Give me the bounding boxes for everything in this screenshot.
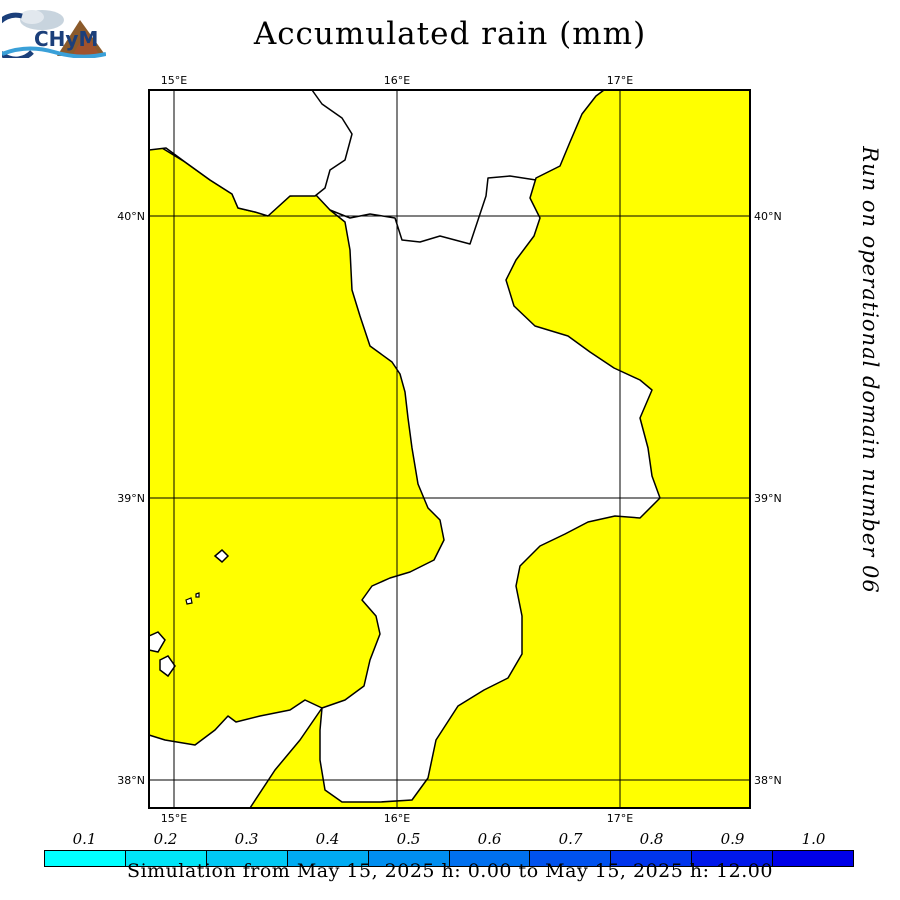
lat-label-left: 39°N [117, 492, 145, 505]
legend-label: 0.1 [72, 830, 97, 848]
legend-label: 1.0 [801, 830, 826, 848]
legend-label: 0.9 [720, 830, 745, 848]
legend-swatch [125, 851, 207, 866]
legend-label: 0.2 [153, 830, 178, 848]
island [195, 592, 200, 598]
legend-swatch [368, 851, 450, 866]
island [185, 597, 193, 605]
lat-label-right: 38°N [754, 774, 782, 787]
legend-swatch [530, 851, 612, 866]
lon-label-bottom: 17°E [607, 812, 633, 825]
legend-swatch [611, 851, 693, 866]
legend-label: 0.6 [477, 830, 502, 848]
legend-swatch [287, 851, 369, 866]
logo-text: CHyM [34, 27, 98, 51]
legend-swatch [773, 851, 854, 866]
map-frame [148, 89, 751, 809]
legend-labels: 0.1 0.2 0.3 0.4 0.5 0.6 0.7 0.8 0.9 1.0 [44, 830, 854, 848]
sicily-tip [148, 699, 323, 809]
legend-swatch [449, 851, 531, 866]
northern-land [148, 89, 353, 217]
lon-label-top: 15°E [161, 74, 187, 87]
lat-label-left: 38°N [117, 774, 145, 787]
aeolian-island [159, 655, 176, 678]
legend-swatch [45, 851, 126, 866]
lon-label-bottom: 15°E [161, 812, 187, 825]
legend-label: 0.7 [558, 830, 583, 848]
region-boundary [329, 175, 537, 245]
legend-label: 0.8 [639, 830, 664, 848]
lat-label-right: 39°N [754, 492, 782, 505]
legend-swatch [206, 851, 288, 866]
graticule [149, 90, 750, 808]
map-title: Accumulated rain (mm) [253, 16, 647, 52]
island [213, 548, 230, 564]
legend-label: 0.4 [315, 830, 340, 848]
legend-label: 0.3 [234, 830, 259, 848]
legend-label: 0.5 [396, 830, 421, 848]
simulation-period: Simulation from May 15, 2025 h: 0.00 to … [127, 860, 773, 882]
lon-label-bottom: 16°E [384, 812, 410, 825]
lon-label-top: 16°E [384, 74, 410, 87]
chym-logo: CHyM [2, 2, 106, 58]
lat-label-right: 40°N [754, 210, 782, 223]
lat-label-left: 40°N [117, 210, 145, 223]
legend-bar [44, 850, 854, 867]
legend-swatch [692, 851, 774, 866]
lon-label-top: 17°E [607, 74, 633, 87]
